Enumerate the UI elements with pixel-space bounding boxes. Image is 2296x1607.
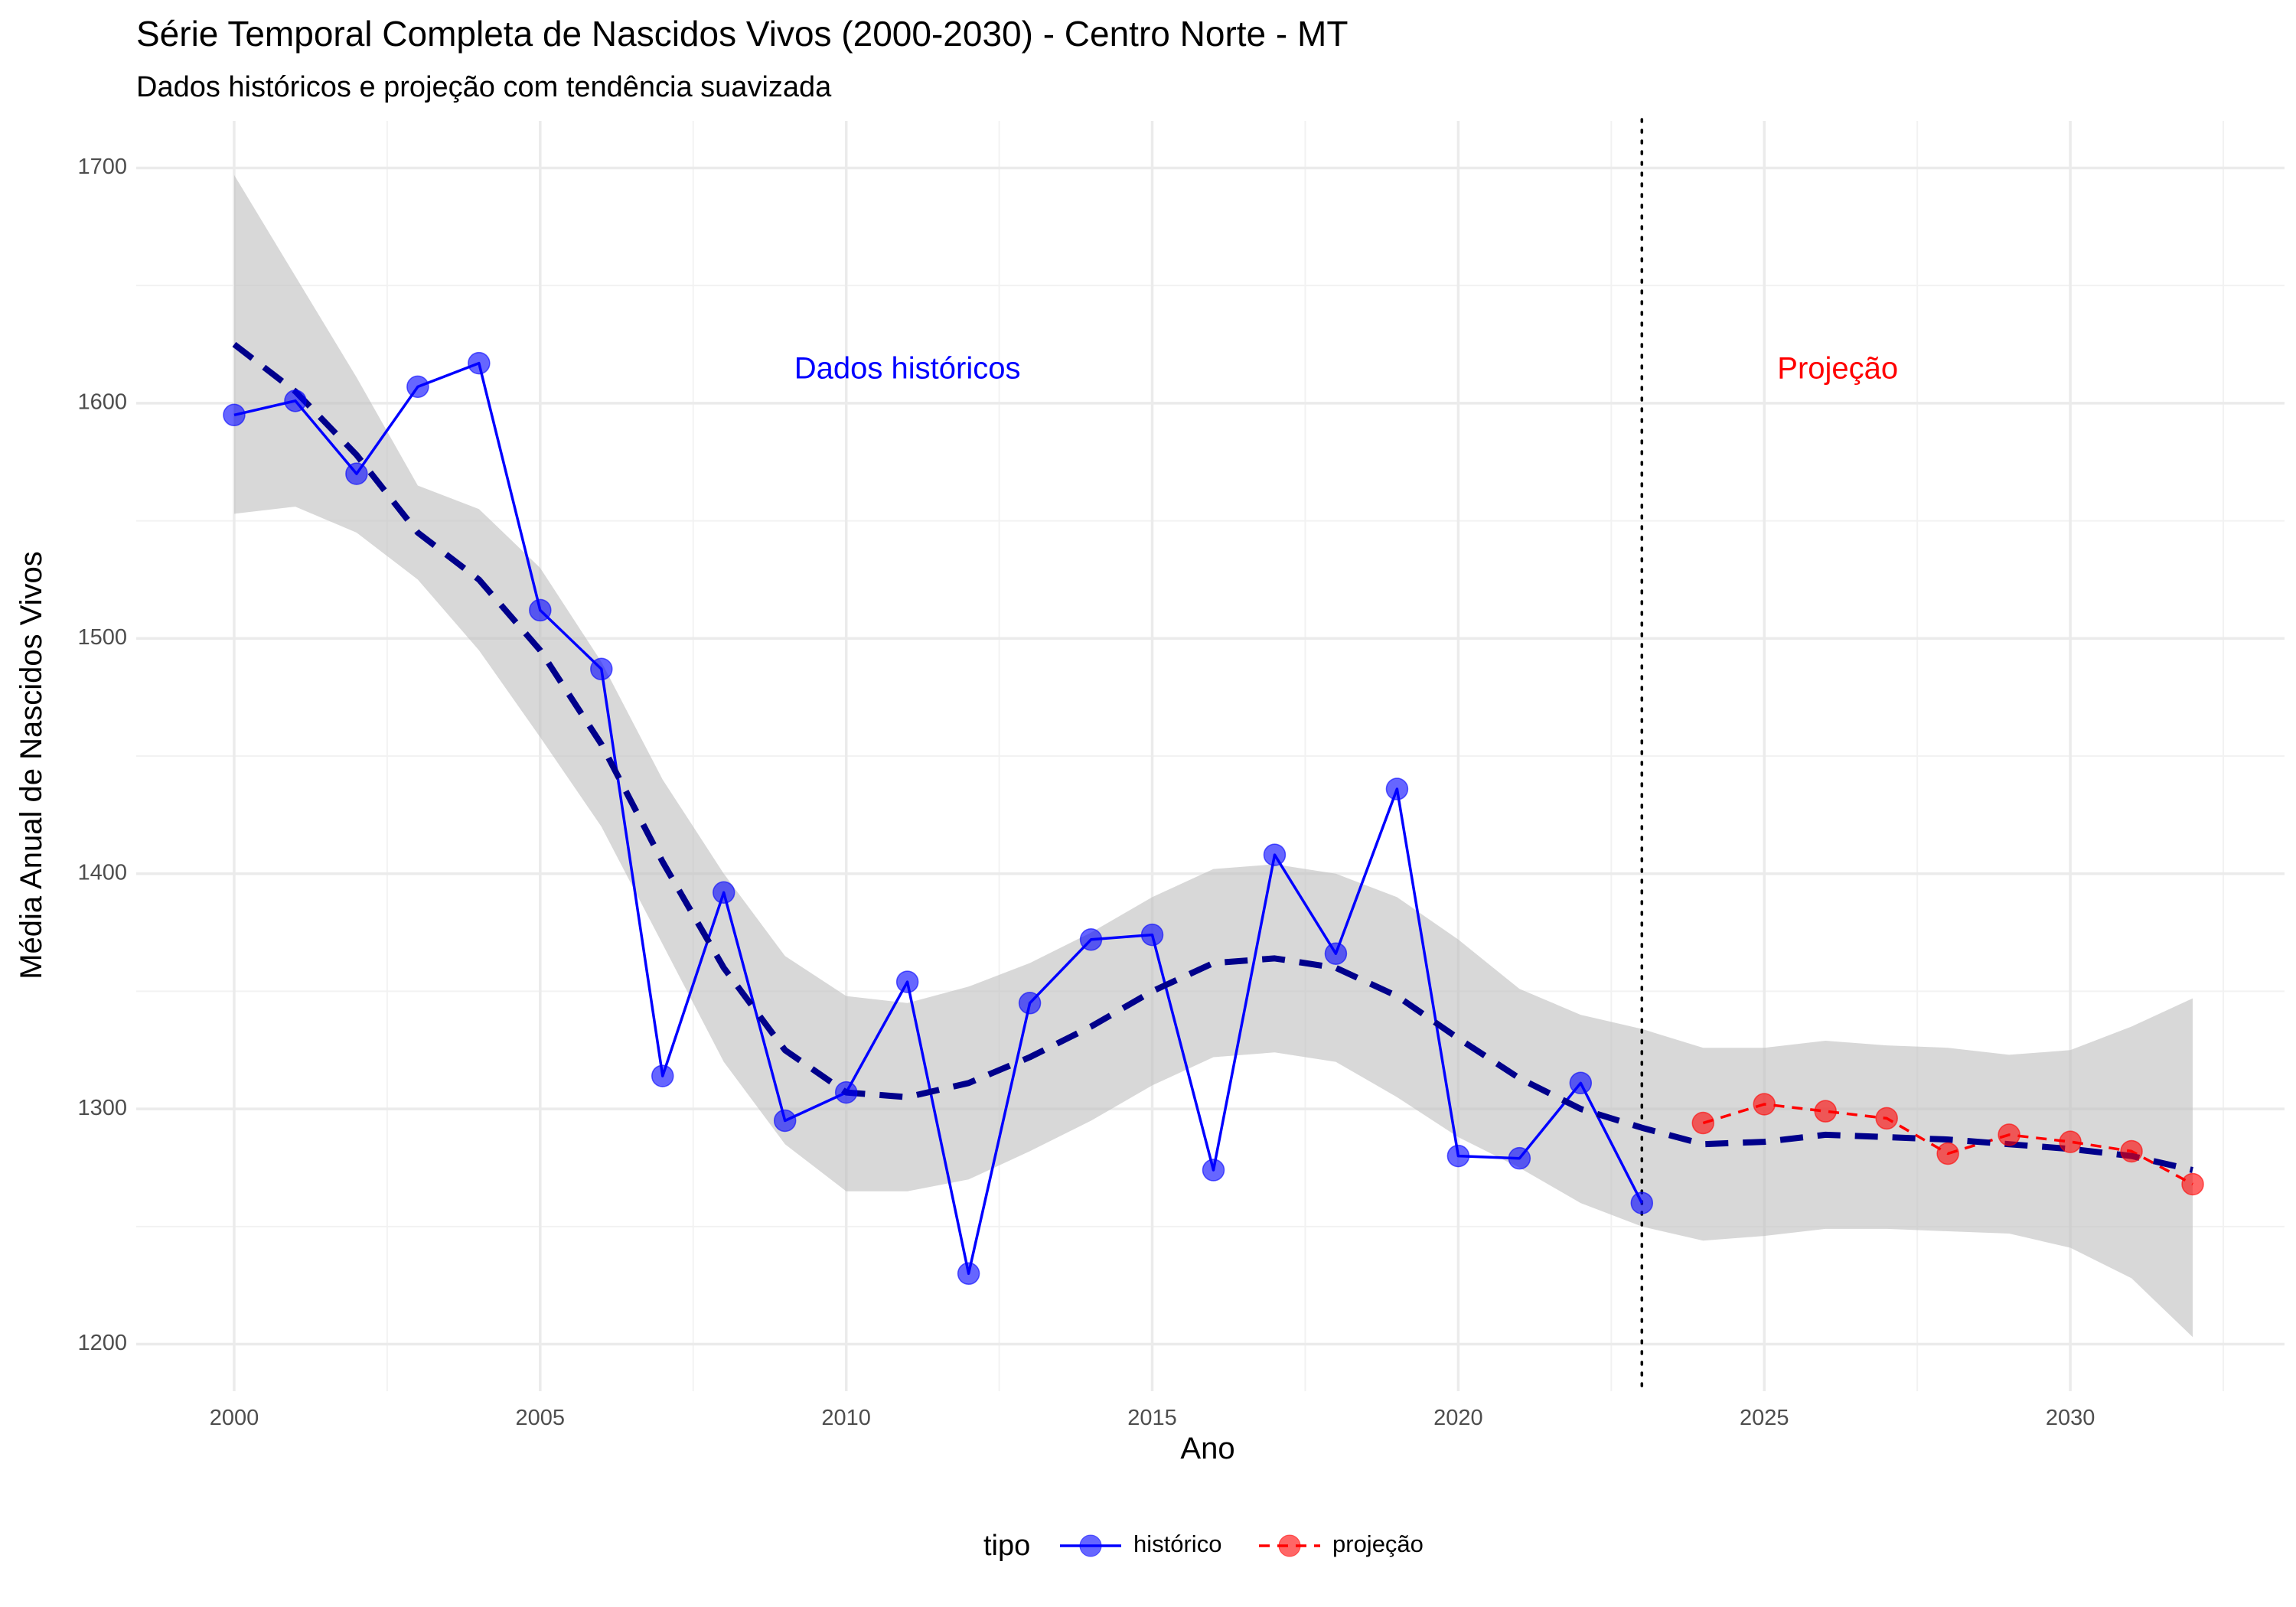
x-axis-ticks: 2000 2005 2010 2015 2020 2025 2030 [210, 1406, 2095, 1430]
confidence-band-layer [234, 174, 2193, 1338]
x-tick-label: 2010 [821, 1406, 871, 1430]
legend: tipo histórico projeção [983, 1530, 1424, 1562]
trend-line [232, 341, 2193, 1173]
historico-point-2002 [345, 462, 368, 485]
historico-point-2003 [406, 375, 429, 399]
legend-key-point-projecao [1278, 1534, 1301, 1557]
x-tick-label: 2030 [2046, 1406, 2095, 1430]
historico-point-2004 [468, 351, 491, 375]
projecao-point-2028 [1936, 1142, 1959, 1165]
projecao-point-2030 [2059, 1130, 2082, 1153]
historico-point-2022 [1569, 1071, 1593, 1095]
historico-point-2013 [1018, 992, 1042, 1015]
x-tick-label: 2015 [1127, 1406, 1177, 1430]
historico-point-2009 [773, 1109, 797, 1133]
annotation-dados-historicos: Dados históricos [794, 351, 1021, 385]
historico-point-2020 [1446, 1144, 1470, 1168]
x-tick-label: 2025 [1740, 1406, 1789, 1430]
y-tick-label: 1400 [77, 860, 127, 885]
x-tick-label: 2000 [210, 1406, 259, 1430]
historico-point-2018 [1324, 942, 1348, 965]
historico-point-2019 [1385, 777, 1409, 800]
projecao-point-2032 [2181, 1172, 2204, 1196]
y-tick-label: 1300 [77, 1096, 127, 1120]
projecao-point-2026 [1814, 1100, 1837, 1123]
annotation-layer: Dados históricos Projeção [794, 351, 1898, 385]
historico-point-2010 [834, 1081, 858, 1104]
chart-subtitle: Dados históricos e projeção com tendênci… [136, 71, 832, 103]
y-tick-label: 1600 [77, 390, 127, 415]
historico-point-2000 [223, 403, 246, 427]
y-axis-title: Média Anual de Nascidos Vivos [15, 551, 48, 980]
x-tick-label: 2005 [516, 1406, 566, 1430]
historico-point-2016 [1202, 1159, 1225, 1182]
projecao-point-2029 [1998, 1123, 2020, 1146]
historico-point-2017 [1263, 843, 1287, 866]
x-axis-title: Ano [1180, 1432, 1234, 1465]
y-axis-ticks: 1200 1300 1400 1500 1600 1700 [77, 155, 127, 1355]
series-points [223, 351, 2204, 1286]
historico-point-2012 [957, 1262, 980, 1286]
x-tick-label: 2020 [1433, 1406, 1483, 1430]
historico-point-2008 [712, 881, 735, 905]
legend-key-point-historico [1079, 1534, 1102, 1557]
projecao-point-2027 [1875, 1107, 1898, 1130]
projecao-point-2024 [1691, 1111, 1715, 1135]
historico-point-2015 [1140, 923, 1164, 947]
historico-point-2007 [651, 1064, 674, 1087]
y-tick-label: 1500 [77, 625, 127, 650]
chart-title: Série Temporal Completa de Nascidos Vivo… [136, 14, 1348, 54]
legend-title: tipo [983, 1530, 1030, 1562]
y-tick-label: 1700 [77, 155, 127, 179]
grid-major [136, 121, 2285, 1391]
annotation-projecao: Projeção [1777, 351, 1898, 385]
historico-point-2011 [895, 970, 919, 993]
legend-label-historico: histórico [1133, 1530, 1221, 1557]
historico-point-2023 [1630, 1191, 1654, 1214]
historico-point-2006 [590, 657, 613, 681]
y-tick-label: 1200 [77, 1331, 127, 1355]
projecao-point-2025 [1753, 1093, 1776, 1116]
historico-point-2005 [529, 598, 552, 622]
historico-point-2021 [1508, 1146, 1531, 1170]
confidence-band [234, 174, 2193, 1338]
historico-point-2014 [1079, 928, 1103, 951]
legend-items: histórico projeção [1060, 1530, 1424, 1557]
trend-layer [232, 341, 2193, 1173]
projecao-point-2031 [2120, 1139, 2143, 1163]
legend-label-projecao: projeção [1332, 1530, 1424, 1557]
historico-point-2001 [284, 390, 307, 412]
